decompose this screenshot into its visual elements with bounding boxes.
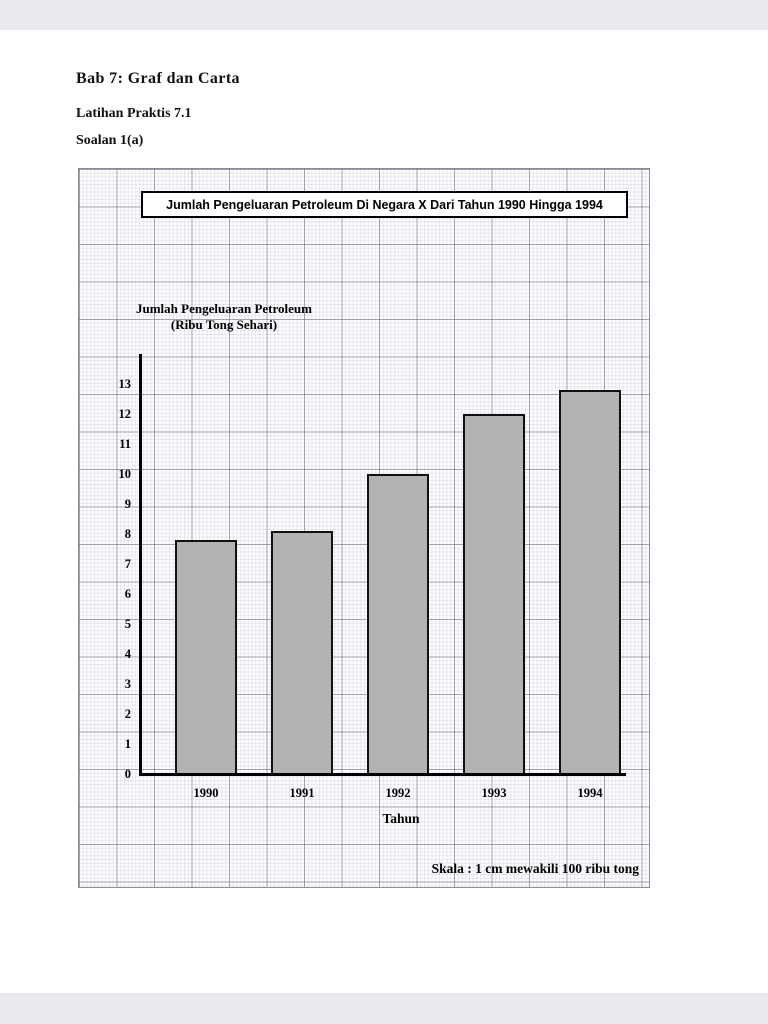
y-axis-label-line2: (Ribu Tong Sehari): [170, 316, 278, 332]
x-category-label: 1992: [385, 786, 411, 800]
bar-1990: [175, 540, 237, 774]
y-tick-label: 13: [118, 377, 132, 391]
y-tick-label: 1: [124, 737, 131, 751]
y-tick-label: 0: [124, 767, 131, 781]
x-category-label: 1993: [481, 786, 507, 800]
y-tick-label: 11: [119, 437, 131, 451]
y-tick-label: 6: [124, 587, 131, 601]
graph-paper-area: Jumlah Pengeluaran Petroleum Di Negara X…: [78, 168, 650, 888]
x-category-label: 1994: [577, 786, 603, 800]
y-axis-line: [139, 354, 142, 776]
y-tick-label: 7: [124, 557, 131, 571]
chart-title: Jumlah Pengeluaran Petroleum Di Negara X…: [141, 191, 628, 218]
y-tick-label: 4: [124, 647, 131, 661]
y-tick-label: 3: [124, 677, 131, 691]
bar-1994: [559, 390, 621, 774]
y-tick-label: 9: [124, 497, 131, 511]
question-label: Soalan 1(a): [76, 133, 144, 148]
x-category-label: 1991: [289, 786, 315, 800]
x-axis-line: [139, 773, 626, 776]
scale-note: Skala : 1 cm mewakili 100 ribu tong: [431, 861, 639, 876]
exercise-heading: Latihan Praktis 7.1: [76, 106, 192, 121]
x-axis-title: Tahun: [382, 811, 420, 826]
y-axis-label-line1: Jumlah Pengeluaran Petroleum: [136, 301, 312, 316]
x-category-label: 1990: [193, 786, 219, 800]
y-tick-label: 10: [118, 467, 132, 481]
bar-1992: [367, 474, 429, 774]
y-axis-label: Jumlah Pengeluaran Petroleum (Ribu Tong …: [89, 301, 359, 332]
y-tick-label: 5: [124, 617, 131, 631]
bar-1991: [271, 531, 333, 774]
chapter-heading: Bab 7: Graf dan Carta: [76, 70, 240, 87]
document-page: Bab 7: Graf dan Carta Latihan Praktis 7.…: [0, 30, 768, 993]
y-tick-label: 12: [118, 407, 132, 421]
y-tick-label: 8: [124, 527, 131, 541]
bar-1993: [463, 414, 525, 774]
y-tick-label: 2: [124, 707, 131, 721]
